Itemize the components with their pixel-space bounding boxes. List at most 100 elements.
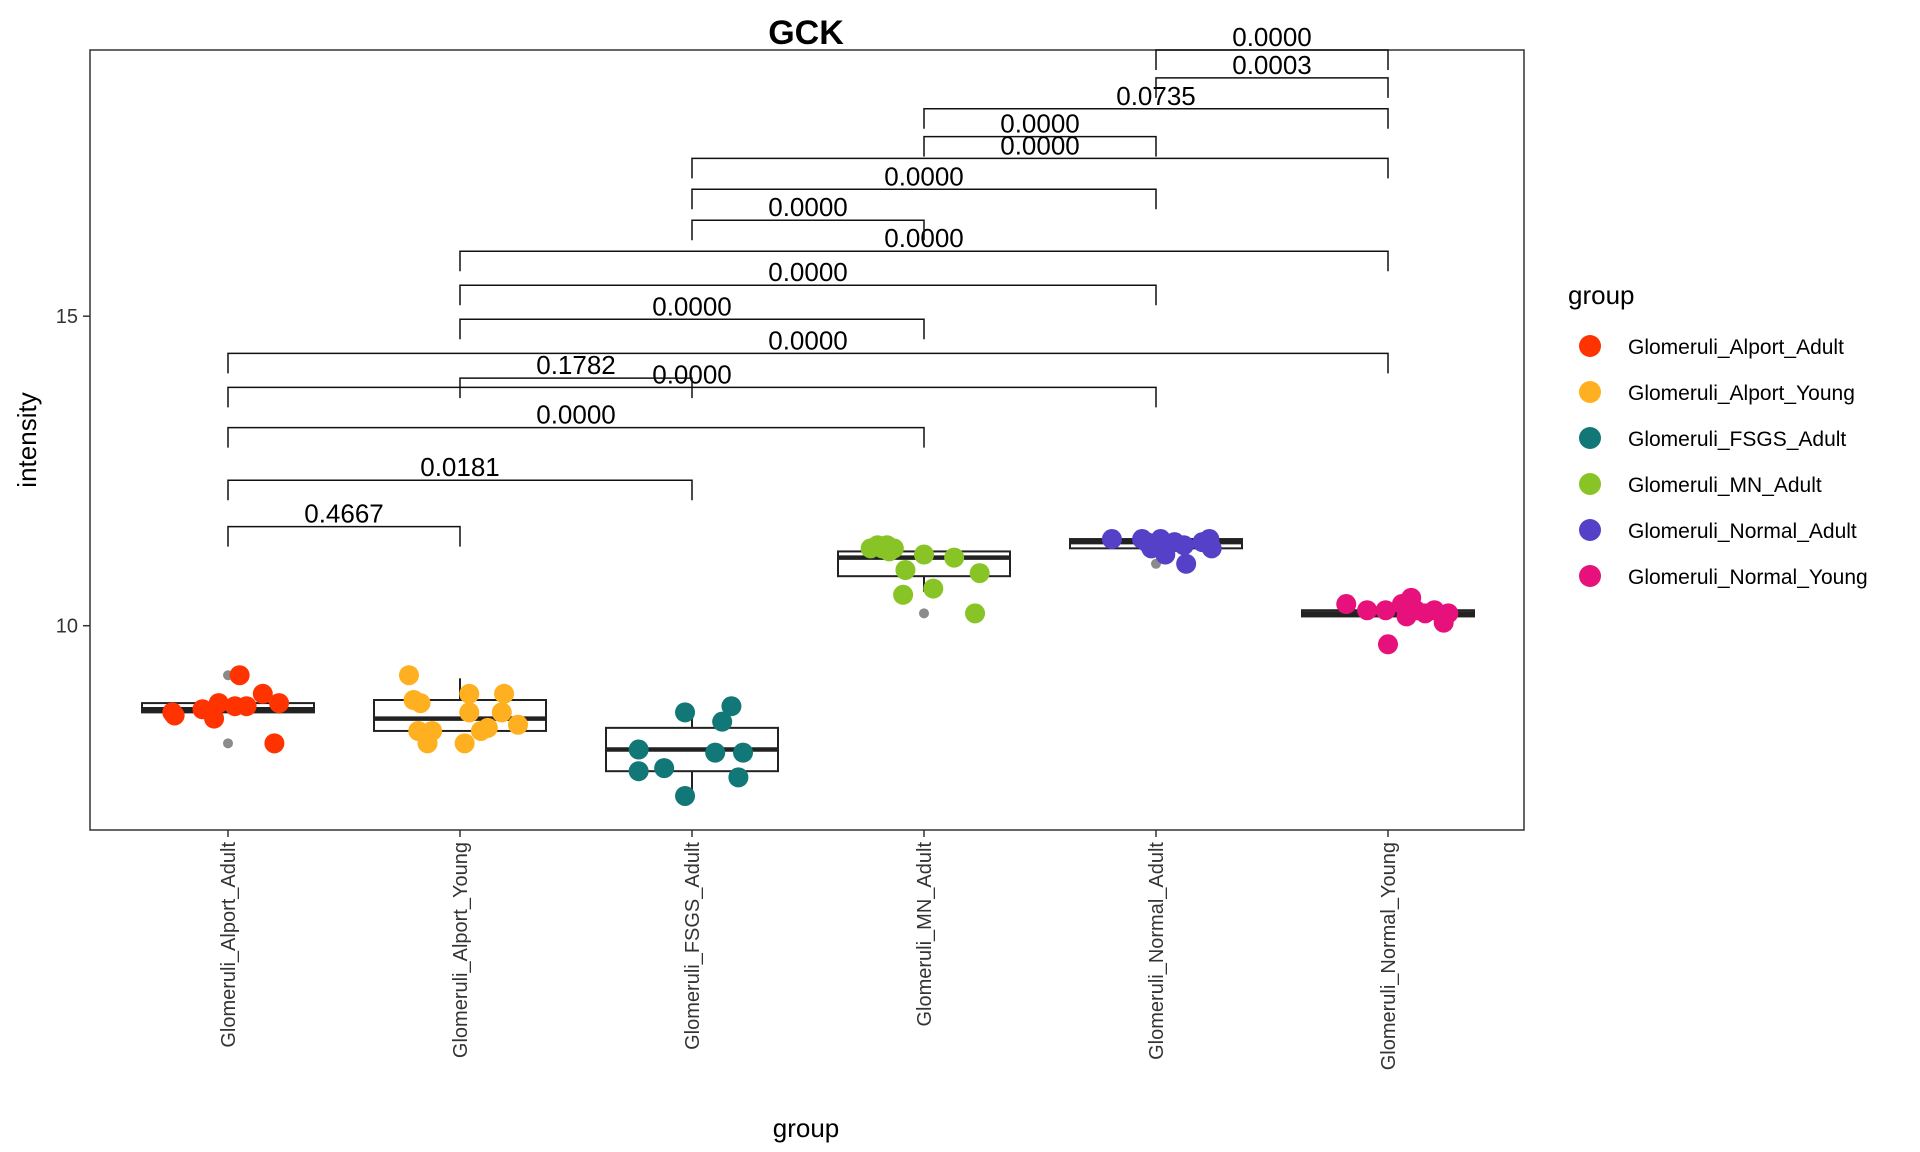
significance-bracket <box>691 157 1389 179</box>
legend-label: Glomeruli_MN_Adult <box>1628 474 1822 497</box>
data-point <box>491 702 512 723</box>
data-point <box>654 758 675 779</box>
legend-title: group <box>1568 280 1635 310</box>
y-tick-label: 10 <box>56 616 78 638</box>
x-tick-label: Glomeruli_Normal_Adult <box>1146 842 1168 1060</box>
p-value-label: 0.0000 <box>652 291 732 321</box>
p-value-label: 0.0000 <box>768 325 848 355</box>
legend: group Glomeruli_Alport_Adult Glomeruli_Al… <box>1568 280 1868 589</box>
p-value-label: 0.0000 <box>768 257 848 287</box>
data-point <box>628 739 649 760</box>
data-point <box>1378 634 1398 655</box>
data-point <box>410 693 431 714</box>
data-point <box>398 665 419 686</box>
legend-key <box>1579 381 1601 403</box>
data-point <box>944 547 965 568</box>
data-point <box>721 696 742 717</box>
x-tick-label: Glomeruli_MN_Adult <box>914 842 936 1027</box>
data-point <box>236 696 257 717</box>
significance-bracket <box>923 135 1157 157</box>
x-axis-title: group <box>773 1113 840 1143</box>
p-value-label: 0.4667 <box>304 499 384 529</box>
p-value-label: 0.1782 <box>536 350 616 380</box>
data-point <box>675 702 696 723</box>
p-value-label: 0.0000 <box>884 161 964 191</box>
significance-bracket <box>923 108 1389 129</box>
x-tick-label: Glomeruli_Normal_Young <box>1378 842 1400 1070</box>
plot-panel <box>89 49 1525 831</box>
x-axis: Glomeruli_Alport_Adult Glomeruli_Alport_Y… <box>218 830 1400 1070</box>
data-point <box>728 767 749 788</box>
significance-bracket <box>227 479 693 501</box>
legend-key <box>1579 519 1601 541</box>
data-point <box>477 717 498 738</box>
data-point <box>1336 594 1357 615</box>
p-value-label: 0.0003 <box>1232 50 1312 80</box>
significance-brackets: 0.46670.01810.00000.00000.00000.17820.00… <box>227 22 1389 547</box>
y-axis-title: intensity <box>12 392 42 487</box>
data-point <box>705 742 726 763</box>
p-value-label: 0.0000 <box>1000 130 1080 160</box>
data-point <box>204 708 225 729</box>
data-point <box>459 683 480 704</box>
chart-title: GCK <box>768 14 844 52</box>
p-value-label: 0.0000 <box>536 400 616 430</box>
data-point <box>164 705 185 726</box>
box-outlier <box>223 738 233 749</box>
p-value-label: 0.0000 <box>1232 22 1312 52</box>
data-point <box>252 683 273 704</box>
x-tick-label: Glomeruli_Alport_Adult <box>218 842 240 1048</box>
data-point <box>454 733 475 754</box>
data-point <box>208 693 229 714</box>
data-point <box>1173 535 1194 556</box>
data-point <box>628 761 649 782</box>
p-value-label: 0.0000 <box>1000 109 1080 139</box>
data-point <box>494 683 515 704</box>
data-point <box>923 578 944 599</box>
significance-bracket <box>459 284 1157 306</box>
y-axis: 10 15 <box>56 306 90 638</box>
legend-key <box>1579 565 1601 587</box>
data-point <box>508 714 528 735</box>
data-point <box>264 733 285 754</box>
y-tick-label: 15 <box>56 306 78 328</box>
data-point <box>1375 600 1396 621</box>
data-point <box>1176 553 1197 574</box>
legend-label: Glomeruli_FSGS_Adult <box>1628 428 1846 451</box>
significance-bracket <box>691 188 1157 210</box>
data-point <box>883 538 904 559</box>
significance-bracket <box>459 250 1389 272</box>
data-point <box>914 544 934 565</box>
data-point <box>969 563 990 584</box>
data-point <box>895 560 916 580</box>
legend-label: Glomeruli_Normal_Young <box>1628 566 1868 589</box>
significance-bracket <box>1155 77 1389 98</box>
legend-key <box>1579 427 1601 449</box>
data-point <box>1101 529 1122 550</box>
data-point <box>1438 603 1459 624</box>
legend-key <box>1579 335 1601 357</box>
data-point <box>1357 600 1378 621</box>
point-layer <box>162 529 1459 806</box>
significance-bracket <box>227 525 461 547</box>
data-point <box>712 711 733 732</box>
significance-bracket <box>459 318 925 340</box>
x-tick-label: Glomeruli_Alport_Young <box>450 842 472 1058</box>
data-point <box>893 584 914 605</box>
p-value-label: 0.0000 <box>768 192 848 222</box>
x-tick-label: Glomeruli_FSGS_Adult <box>682 842 704 1050</box>
significance-bracket <box>1155 49 1389 70</box>
legend-label: Glomeruli_Alport_Adult <box>1628 336 1844 359</box>
legend-key <box>1579 473 1601 495</box>
data-point <box>422 720 443 741</box>
data-point <box>269 693 290 714</box>
data-point <box>965 603 986 624</box>
data-point <box>459 702 480 723</box>
significance-bracket <box>227 352 1389 374</box>
legend-label: Glomeruli_Alport_Young <box>1628 382 1855 405</box>
data-point <box>229 665 250 686</box>
p-value-label: 0.0181 <box>420 452 500 482</box>
data-point <box>675 785 696 806</box>
legend-label: Glomeruli_Normal_Adult <box>1628 520 1857 543</box>
